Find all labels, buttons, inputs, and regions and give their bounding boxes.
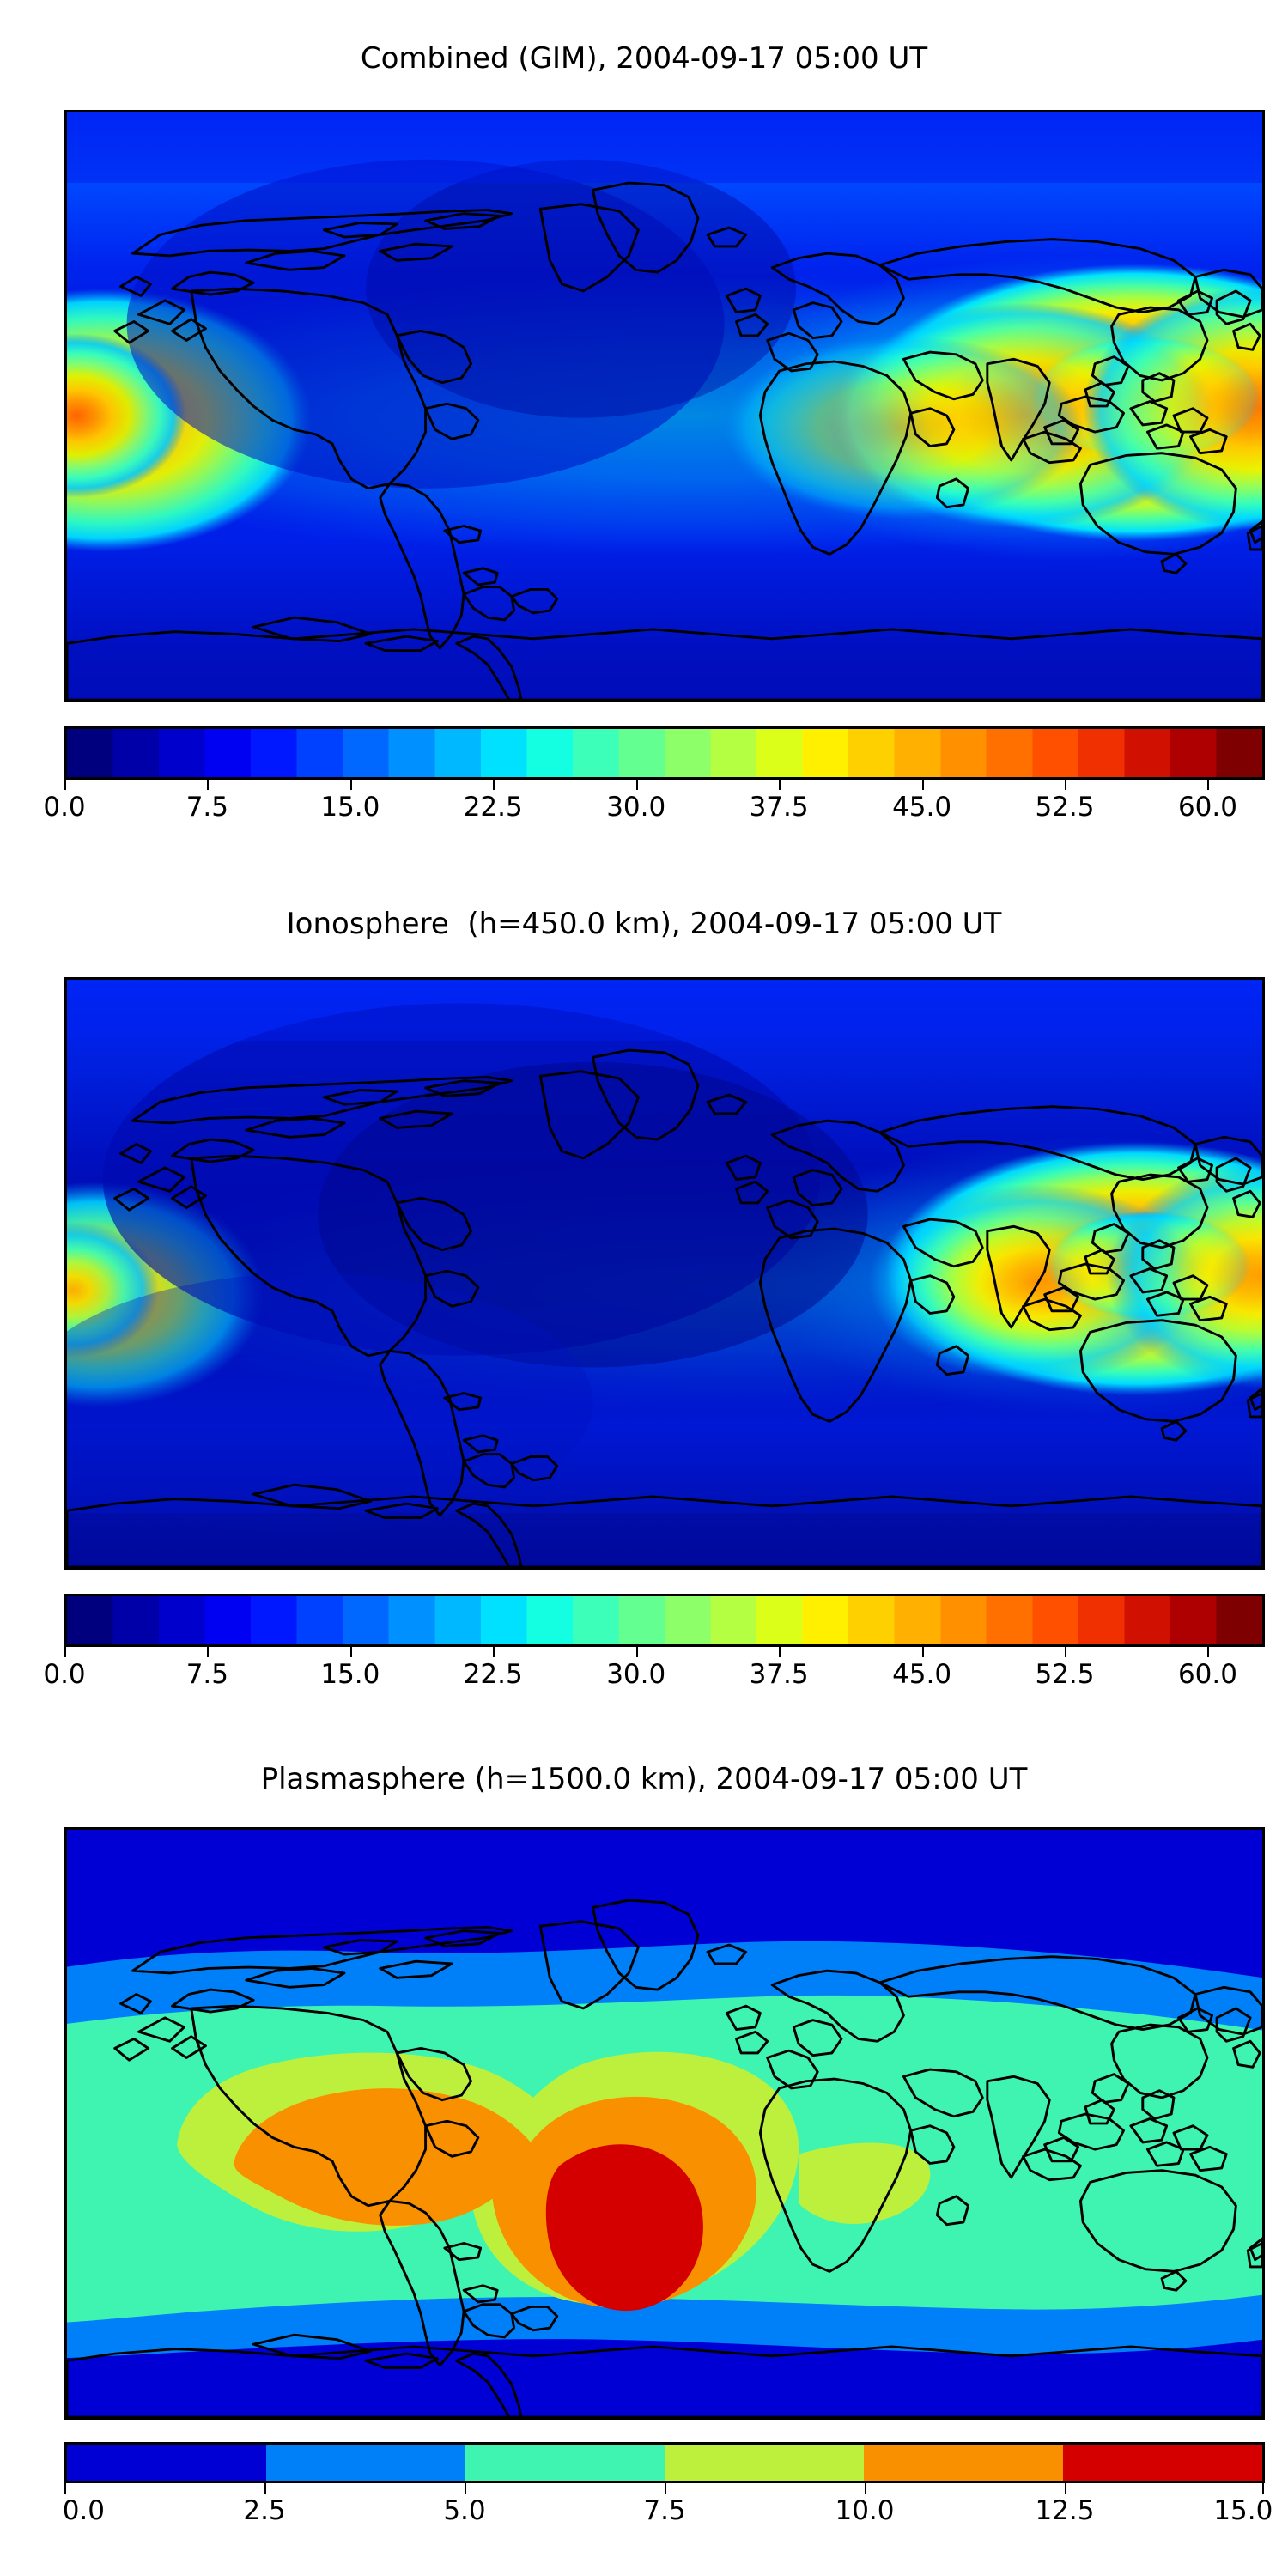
tick-mark <box>665 2483 666 2494</box>
tick-mark <box>264 2483 266 2494</box>
tick-label: 15.0 <box>320 792 380 823</box>
coastlines-plasmasphere <box>67 1899 1262 2417</box>
tick-mark <box>349 1647 352 1657</box>
colorbar-ionosphere[interactable]: 0.0 7.5 15.0 22.5 30.0 37.5 45.0 52.5 60… <box>43 1594 1265 1690</box>
tick-label: 52.5 <box>1035 792 1095 823</box>
tick-label: 0.0 <box>43 1659 86 1690</box>
panel-plasmasphere: Plasmasphere (h=1500.0 km), 2004-09-17 0… <box>0 1743 1288 2576</box>
colorbar-combined-gradient <box>67 729 1262 777</box>
tick-label: 15.0 <box>320 1659 380 1690</box>
tick-mark <box>1262 2483 1265 2494</box>
tick-label: 37.5 <box>749 792 809 823</box>
tick-label: 37.5 <box>749 1659 809 1690</box>
contour-field-ionosphere <box>67 980 1262 1567</box>
map-plasmasphere[interactable] <box>64 1827 1265 2420</box>
tick-label: 30.0 <box>606 792 666 823</box>
tick-label: 7.5 <box>643 2495 686 2526</box>
map-combined-svg <box>67 112 1262 700</box>
tick-label: 0.0 <box>62 2495 106 2526</box>
colorbar-plasmasphere-gradient <box>67 2445 1262 2481</box>
tick-mark <box>1207 780 1210 790</box>
panel-title-plasmasphere: Plasmasphere (h=1500.0 km), 2004-09-17 0… <box>260 1762 1028 1796</box>
tick-label: 2.5 <box>243 2495 286 2526</box>
tick-mark <box>1064 780 1066 790</box>
coastlines-combined <box>67 181 1262 700</box>
panel-ionosphere: Ionosphere (h=450.0 km), 2004-09-17 05:0… <box>0 859 1288 1743</box>
tick-label: 7.5 <box>185 1659 229 1690</box>
tick-mark <box>1064 1647 1066 1657</box>
tick-mark <box>64 2483 66 2494</box>
tick-label: 12.5 <box>1035 2495 1095 2526</box>
colorbar-plasmasphere-bar <box>64 2442 1265 2483</box>
tick-label: 60.0 <box>1177 792 1237 823</box>
panel-title-ionosphere: Ionosphere (h=450.0 km), 2004-09-17 05:0… <box>286 907 1002 941</box>
colorbar-ionosphere-gradient <box>67 1596 1262 1644</box>
map-plasmasphere-svg <box>67 1830 1262 2417</box>
coastlines-ionosphere <box>67 1048 1262 1567</box>
tick-mark <box>64 1647 66 1657</box>
tick-mark <box>921 1647 924 1657</box>
contour-field-combined <box>67 112 1262 700</box>
panel-title-combined: Combined (GIM), 2004-09-17 05:00 UT <box>360 41 928 76</box>
contour-field-plasmasphere <box>67 1830 1262 2417</box>
tick-mark <box>779 1647 781 1657</box>
tick-mark <box>349 780 352 790</box>
tick-mark <box>1207 1647 1210 1657</box>
tick-mark <box>493 780 495 790</box>
tick-mark <box>779 780 781 790</box>
tick-mark <box>464 2483 466 2494</box>
tick-mark <box>493 1647 495 1657</box>
tick-label: 30.0 <box>606 1659 666 1690</box>
tick-mark <box>207 780 210 790</box>
tick-label: 10.0 <box>835 2495 895 2526</box>
tick-mark <box>1064 2483 1066 2494</box>
map-ionosphere-svg <box>67 980 1262 1567</box>
tick-label: 0.0 <box>43 792 86 823</box>
tick-label: 22.5 <box>463 1659 523 1690</box>
tick-label: 22.5 <box>463 792 523 823</box>
colorbar-ionosphere-bar <box>64 1594 1265 1647</box>
tick-label: 15.0 <box>1213 2495 1273 2526</box>
tick-label: 45.0 <box>892 1659 952 1690</box>
map-ionosphere[interactable] <box>64 977 1265 1570</box>
tick-mark <box>921 780 924 790</box>
tick-label: 5.0 <box>443 2495 486 2526</box>
colorbar-combined[interactable]: 0.0 7.5 15.0 22.5 30.0 37.5 45.0 52.5 60… <box>43 726 1265 823</box>
tick-mark <box>635 780 638 790</box>
tick-label: 52.5 <box>1035 1659 1095 1690</box>
map-combined[interactable] <box>64 110 1265 702</box>
panel-combined: Combined (GIM), 2004-09-17 05:00 UT <box>0 0 1288 859</box>
colorbar-plasmasphere[interactable]: 0.0 2.5 5.0 7.5 10.0 12.5 15.0 <box>63 2442 1273 2526</box>
tick-mark <box>865 2483 866 2494</box>
tick-mark <box>635 1647 638 1657</box>
tick-label: 45.0 <box>892 792 952 823</box>
tick-label: 7.5 <box>185 792 229 823</box>
tick-mark <box>207 1647 210 1657</box>
tick-mark <box>64 780 66 790</box>
tick-label: 60.0 <box>1177 1659 1237 1690</box>
colorbar-combined-bar <box>64 726 1265 780</box>
